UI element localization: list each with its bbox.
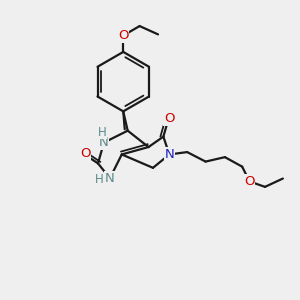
Text: N: N [99,136,109,149]
Text: H: H [95,173,104,186]
Text: O: O [244,175,255,188]
Text: N: N [105,172,115,185]
Text: O: O [80,147,91,160]
Text: N: N [164,148,174,161]
Text: H: H [98,126,107,139]
Text: O: O [118,29,128,42]
Text: O: O [164,112,175,125]
Text: O: O [118,29,128,42]
